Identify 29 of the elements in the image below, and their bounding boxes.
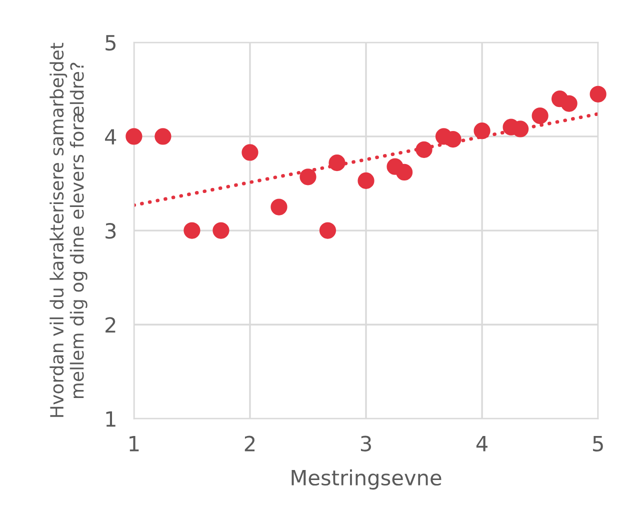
- x-tick-label: 1: [130, 436, 139, 452]
- point: [242, 144, 258, 161]
- x-tick-label: 4: [476, 436, 488, 452]
- x-tick-label: 3: [360, 436, 371, 452]
- point: [270, 198, 288, 216]
- point: [560, 95, 578, 112]
- point: [358, 172, 374, 189]
- point: [532, 107, 548, 124]
- point: [184, 222, 200, 239]
- y-tick-label: 2: [106, 317, 116, 333]
- point: [300, 168, 316, 186]
- point: [319, 222, 336, 239]
- x-tick-label: 5: [593, 436, 603, 452]
- point: [154, 128, 172, 145]
- point: [212, 222, 230, 239]
- x-axis-title: Mestringsevne: [292, 469, 442, 490]
- point: [416, 141, 432, 158]
- y-tick-label: 4: [105, 129, 116, 144]
- point: [474, 122, 490, 140]
- y-tick-label: 5: [106, 35, 116, 51]
- point: [590, 86, 606, 102]
- y-tick-label: 3: [106, 223, 116, 239]
- y-axis-title: Hvordan vil du karakterisere samarbejdet mellem dig og dine elevers forældre?: [50, 42, 88, 417]
- point: [396, 164, 413, 181]
- y-tick-label: 1: [106, 411, 116, 427]
- point: [126, 128, 142, 145]
- point: [512, 120, 529, 138]
- x-tick-label: 2: [244, 436, 255, 452]
- point: [328, 154, 346, 172]
